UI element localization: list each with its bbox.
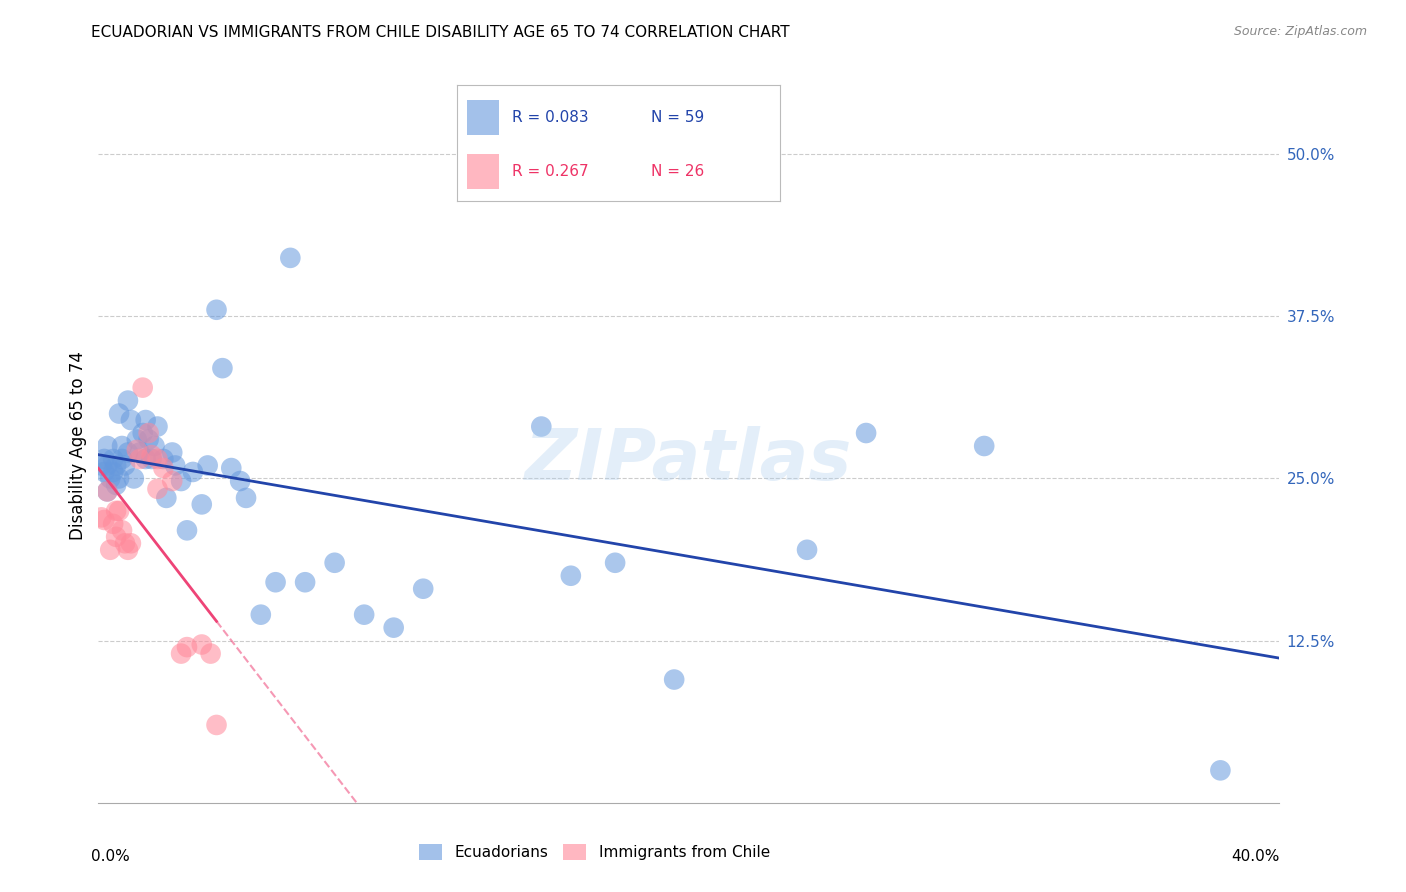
Point xyxy=(93,465,115,479)
Point xyxy=(90,458,112,473)
Point xyxy=(412,582,434,596)
Text: N = 26: N = 26 xyxy=(651,164,704,179)
Point xyxy=(205,302,228,317)
Point xyxy=(155,491,177,505)
Point xyxy=(250,607,273,622)
Point xyxy=(143,439,166,453)
Point xyxy=(103,465,125,479)
Point xyxy=(205,718,228,732)
Point xyxy=(111,452,134,467)
Point xyxy=(170,647,193,661)
Point xyxy=(103,516,125,531)
Text: ECUADORIAN VS IMMIGRANTS FROM CHILE DISABILITY AGE 65 TO 74 CORRELATION CHART: ECUADORIAN VS IMMIGRANTS FROM CHILE DISA… xyxy=(91,25,790,40)
Point xyxy=(221,461,243,475)
Point xyxy=(128,445,150,459)
Point xyxy=(105,530,128,544)
Point xyxy=(973,439,995,453)
Point xyxy=(96,484,118,499)
Point xyxy=(132,381,155,395)
Text: R = 0.267: R = 0.267 xyxy=(512,164,589,179)
Text: R = 0.083: R = 0.083 xyxy=(512,110,589,125)
Point xyxy=(280,251,302,265)
Point xyxy=(135,452,157,467)
Point xyxy=(125,433,148,447)
Text: ZIPatlas: ZIPatlas xyxy=(526,425,852,495)
Point xyxy=(122,471,145,485)
Point xyxy=(229,474,252,488)
Point xyxy=(93,452,115,467)
Point xyxy=(176,524,198,538)
Point xyxy=(98,471,121,485)
Point xyxy=(264,575,287,590)
Point xyxy=(530,419,553,434)
Point xyxy=(96,439,118,453)
Point xyxy=(98,542,121,557)
Point xyxy=(108,407,131,421)
Point xyxy=(105,504,128,518)
Point xyxy=(181,465,204,479)
Point xyxy=(664,673,686,687)
Point xyxy=(128,452,150,467)
Point xyxy=(146,419,169,434)
Text: 0.0%: 0.0% xyxy=(91,849,131,864)
Point xyxy=(200,647,222,661)
Point xyxy=(108,471,131,485)
Point xyxy=(141,452,163,467)
Point xyxy=(560,568,582,582)
Point xyxy=(235,491,257,505)
Point xyxy=(117,393,139,408)
Point xyxy=(120,413,142,427)
Point xyxy=(111,439,134,453)
Point xyxy=(138,425,160,440)
Point xyxy=(135,413,157,427)
Point xyxy=(1209,764,1232,778)
Text: Source: ZipAtlas.com: Source: ZipAtlas.com xyxy=(1233,25,1367,38)
Point xyxy=(170,474,193,488)
Point xyxy=(103,452,125,467)
Point xyxy=(211,361,233,376)
Point xyxy=(96,458,118,473)
Point xyxy=(796,542,818,557)
Text: 40.0%: 40.0% xyxy=(1232,849,1279,864)
Point xyxy=(146,482,169,496)
Point xyxy=(294,575,316,590)
Point xyxy=(146,452,169,467)
Point xyxy=(165,458,187,473)
Point xyxy=(93,513,115,527)
Point xyxy=(162,445,183,459)
Point xyxy=(108,504,131,518)
Point xyxy=(132,425,155,440)
Legend: Ecuadorians, Immigrants from Chile: Ecuadorians, Immigrants from Chile xyxy=(413,838,776,866)
Text: N = 59: N = 59 xyxy=(651,110,704,125)
Point xyxy=(105,478,128,492)
Point xyxy=(855,425,877,440)
Point xyxy=(117,445,139,459)
Point xyxy=(125,442,148,457)
Point xyxy=(353,607,375,622)
Y-axis label: Disability Age 65 to 74: Disability Age 65 to 74 xyxy=(69,351,87,541)
Point xyxy=(114,458,136,473)
Point xyxy=(176,640,198,654)
Point xyxy=(111,524,134,538)
Point xyxy=(197,458,219,473)
Point xyxy=(138,433,160,447)
Point xyxy=(90,510,112,524)
Point xyxy=(117,542,139,557)
Point xyxy=(152,452,174,467)
Point xyxy=(96,484,118,499)
Bar xyxy=(467,100,499,135)
Point xyxy=(152,461,174,475)
Point xyxy=(382,621,405,635)
Point xyxy=(105,458,128,473)
Bar xyxy=(467,154,499,189)
Point xyxy=(191,638,214,652)
Point xyxy=(323,556,346,570)
Point xyxy=(191,497,214,511)
Point xyxy=(162,474,183,488)
Point xyxy=(120,536,142,550)
Point xyxy=(114,536,136,550)
Point xyxy=(141,448,163,462)
Point xyxy=(605,556,627,570)
